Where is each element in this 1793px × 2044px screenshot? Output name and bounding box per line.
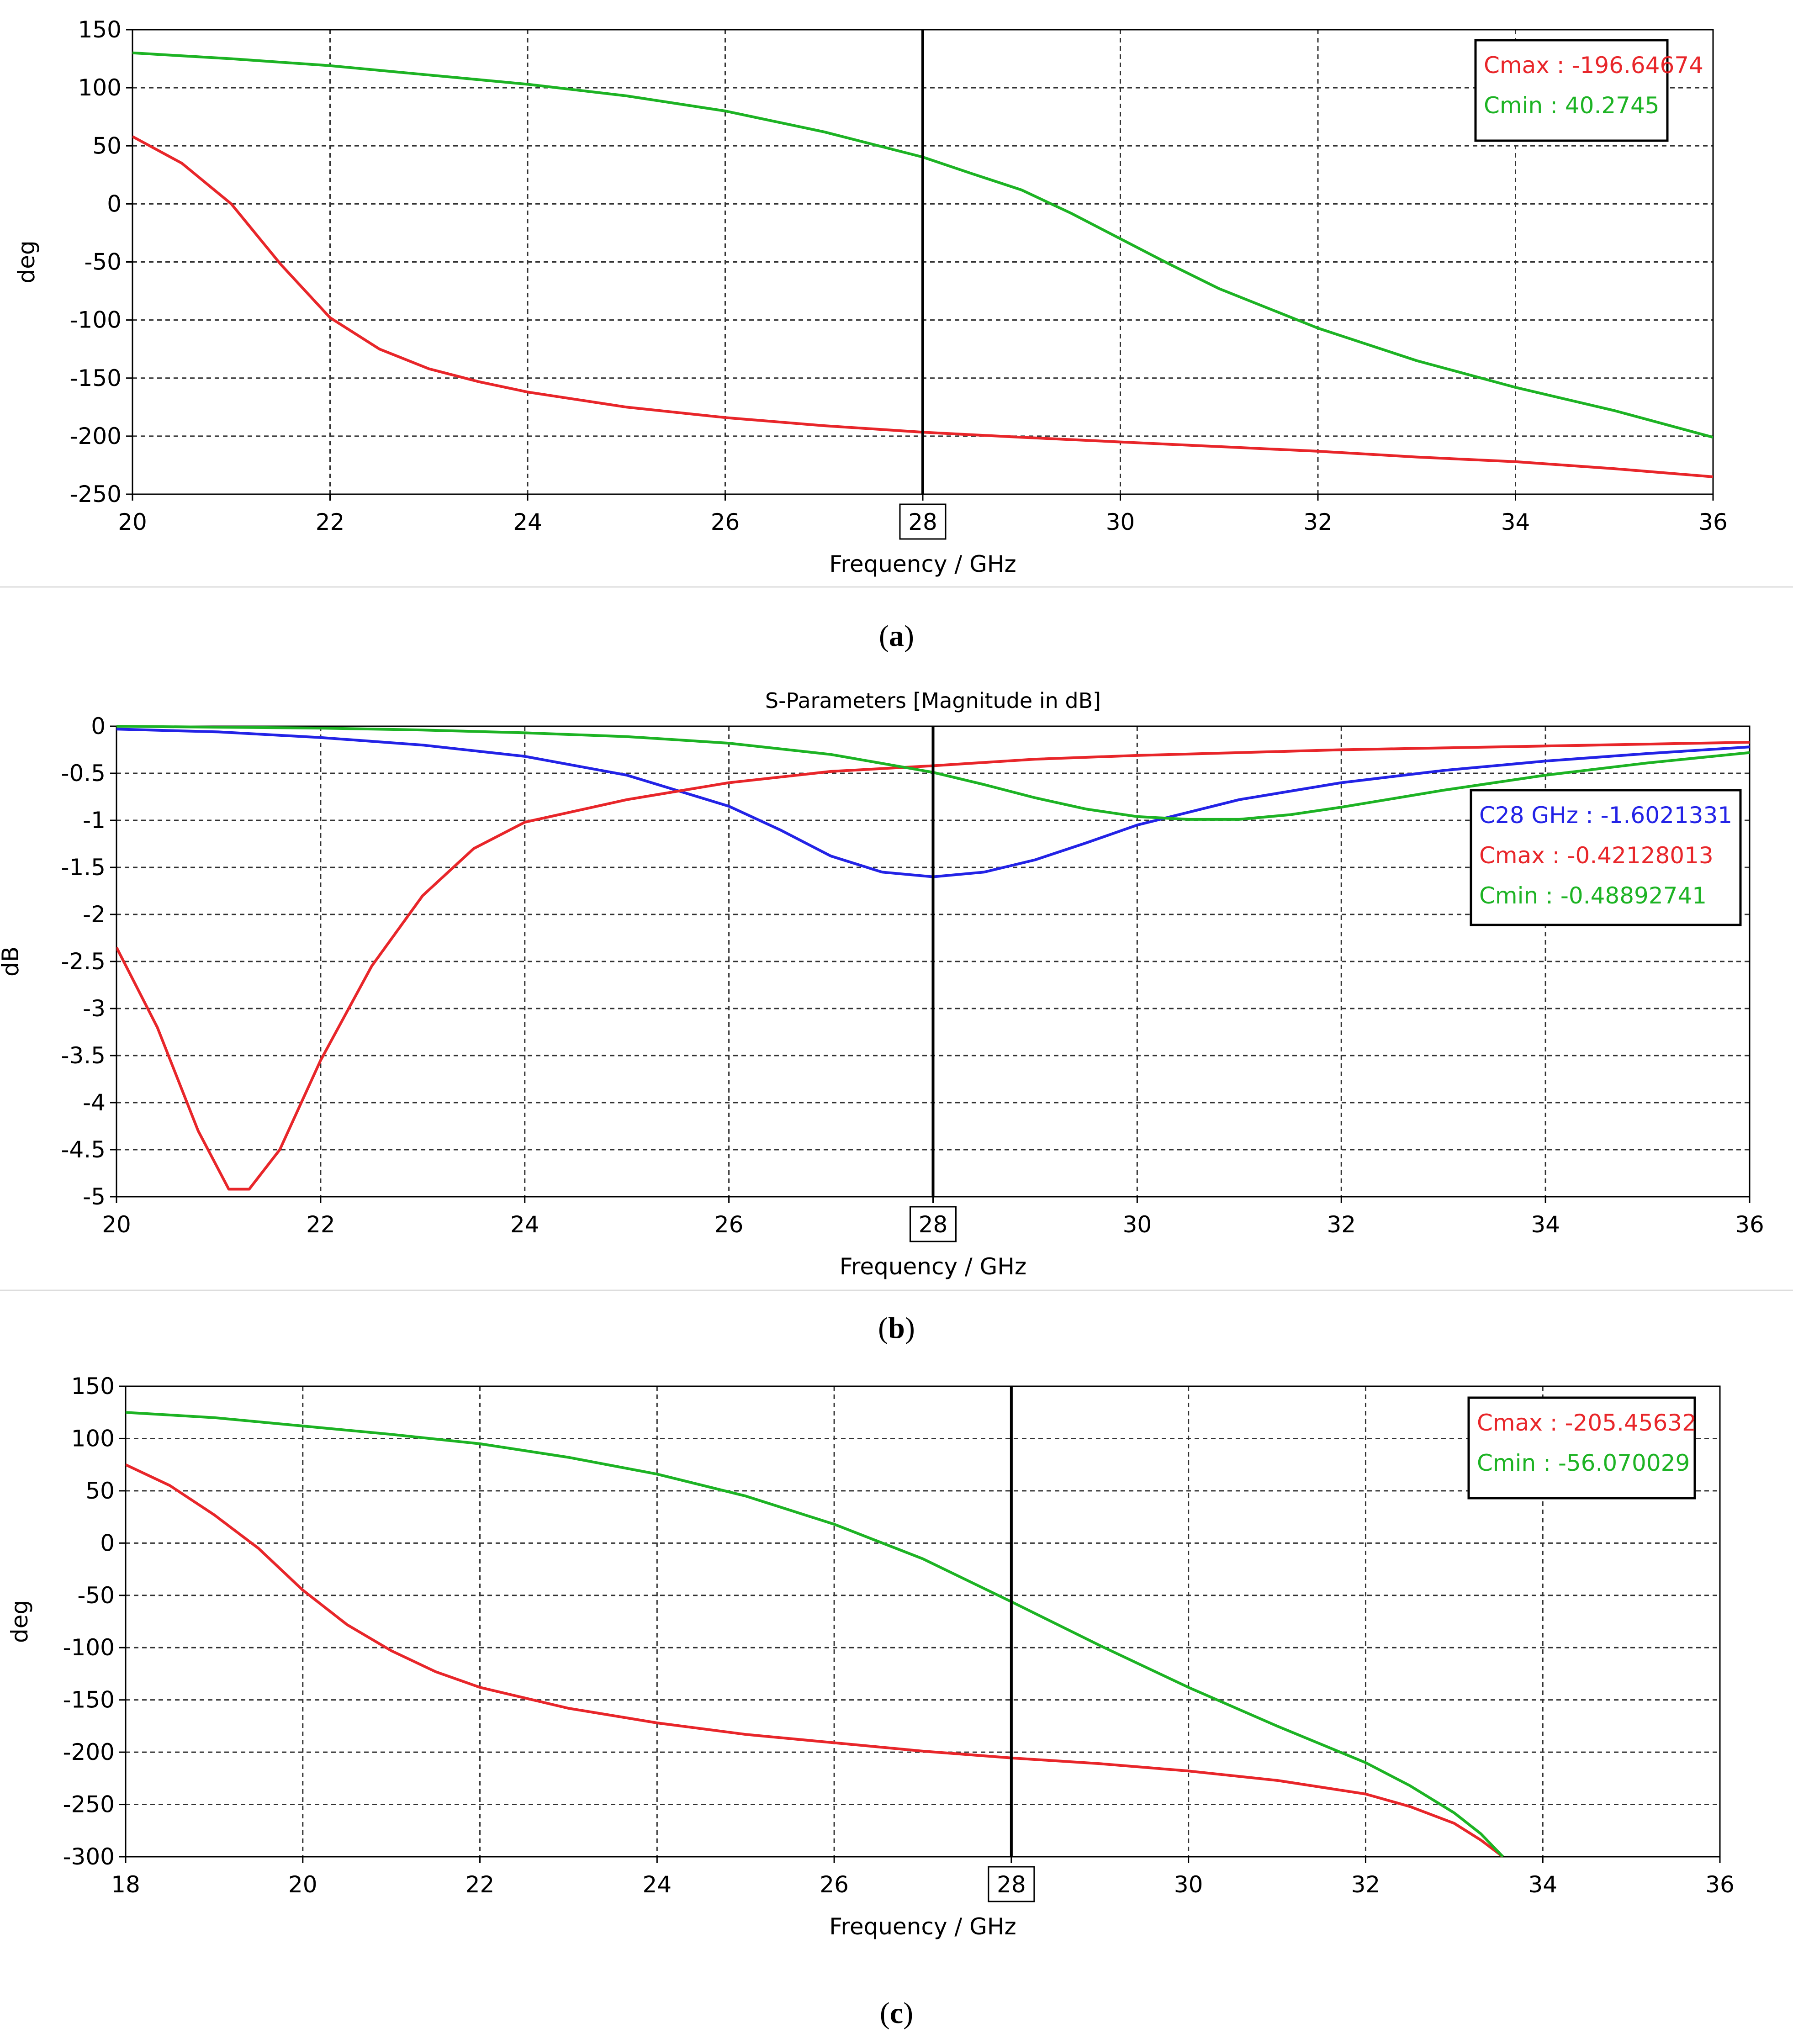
y-tick-label: -3.5 (61, 1042, 106, 1069)
y-tick-label: -50 (77, 1582, 115, 1609)
series-line-cmin (132, 51, 1713, 439)
y-tick-label: -150 (70, 365, 122, 391)
y-tick-label: 50 (85, 1478, 115, 1504)
y-tick-label: 100 (71, 1425, 115, 1452)
x-axis-label: Frequency / GHz (829, 551, 1016, 577)
legend-box (1474, 39, 1669, 142)
x-tick-label: 20 (102, 1211, 131, 1238)
x-tick-label: 32 (1327, 1211, 1356, 1238)
series-line-cmin (126, 1411, 1504, 1858)
y-tick-label: 50 (92, 132, 122, 159)
x-tick-label: 30 (1106, 509, 1135, 535)
legend-entry: Cmin : -56.070029 (1477, 1450, 1690, 1476)
y-tick-label: 0 (107, 190, 122, 217)
x-tick-label: 22 (316, 509, 345, 535)
y-tick-label: -200 (63, 1739, 115, 1765)
plot-frame (125, 1385, 1721, 1858)
y-tick-label: -1 (83, 807, 106, 834)
caption-b: (b) (878, 1311, 915, 1345)
y-tick-label: -100 (63, 1634, 115, 1661)
y-tick-label: -3 (83, 995, 106, 1022)
x-tick-label: 26 (820, 1871, 849, 1898)
x-tick-label: 24 (510, 1211, 539, 1238)
marker-label-box (899, 503, 947, 540)
y-axis-label: dB (0, 946, 24, 977)
x-tick-label: 32 (1303, 509, 1333, 535)
y-tick-label: -4.5 (61, 1136, 106, 1163)
x-tick-label: 20 (118, 509, 147, 535)
y-axis-label: deg (6, 1600, 33, 1643)
caption-c: (c) (879, 1996, 914, 2030)
y-tick-label: -250 (70, 481, 122, 507)
chart-a: 20 22 24 26 30 32 34 36 150 100 50 0 -50 -100 -150 -200… (0, 16, 1793, 588)
y-tick-label: 100 (78, 74, 122, 101)
marker-label: 28 (919, 1211, 948, 1238)
series-line-cmax (126, 1463, 1504, 1858)
y-axis-label: deg (13, 240, 40, 283)
chart-title: S-Parameters [Magnitude in dB] (765, 688, 1101, 713)
y-tick-label: -5 (83, 1183, 106, 1210)
y-tick-label: -300 (63, 1843, 115, 1870)
series-line-cmax (132, 135, 1713, 478)
y-tick-label: -4 (83, 1089, 106, 1116)
legend-entry: Cmin : 40.2745 (1484, 92, 1660, 119)
y-tick-label: -200 (70, 423, 122, 449)
x-tick-label: 30 (1123, 1211, 1152, 1238)
series-line-cmax (116, 741, 1750, 1191)
x-tick-label: 34 (1501, 509, 1530, 535)
series-line-cmin (116, 725, 1750, 821)
marker-label: 28 (908, 509, 937, 535)
x-tick-label: 26 (714, 1211, 744, 1238)
x-tick-label: 20 (288, 1871, 317, 1898)
x-tick-label: 24 (643, 1871, 672, 1898)
x-tick-label: 34 (1528, 1871, 1557, 1898)
x-axis-label: Frequency / GHz (829, 1913, 1016, 1940)
chart-b: S-Parameters [Magnitude in dB] 20 22 24 26 30… (0, 688, 1793, 1291)
x-tick-label: 22 (306, 1211, 335, 1238)
legend-entry: Cmin : -0.48892741 (1479, 882, 1707, 909)
y-tick-label: 150 (78, 16, 122, 43)
y-tick-label: 0 (91, 713, 106, 739)
y-tick-label: -150 (63, 1687, 115, 1713)
y-tick-label: -1.5 (61, 854, 106, 881)
marker-label-box (988, 1866, 1035, 1902)
legend-entry: C28 GHz : -1.6021331 (1479, 802, 1732, 829)
y-tick-label: 0 (100, 1530, 115, 1556)
x-tick-label: 24 (513, 509, 542, 535)
y-tick-label: 150 (71, 1373, 115, 1400)
legend-box (1467, 1396, 1696, 1500)
x-tick-label: 36 (1705, 1871, 1735, 1898)
x-tick-label: 36 (1735, 1211, 1764, 1238)
x-tick-label: 18 (111, 1871, 140, 1898)
y-tick-label: -0.5 (61, 760, 106, 787)
legend-entry: Cmax : -196.64674 (1484, 52, 1703, 79)
legend-box (1470, 789, 1742, 926)
y-tick-label: -250 (63, 1791, 115, 1818)
caption-a: (a) (879, 619, 914, 653)
y-tick-label: -50 (84, 249, 122, 275)
x-tick-label: 32 (1351, 1871, 1380, 1898)
x-tick-label: 36 (1698, 509, 1728, 535)
x-tick-label: 22 (465, 1871, 495, 1898)
x-tick-label: 34 (1531, 1211, 1560, 1238)
x-tick-label: 26 (711, 509, 740, 535)
x-axis-label: Frequency / GHz (840, 1253, 1027, 1280)
legend-entry: Cmax : -0.42128013 (1479, 842, 1714, 869)
legend-entry: Cmax : -205.45632 (1477, 1410, 1697, 1436)
marker-label-box (910, 1206, 957, 1242)
x-tick-label: 30 (1174, 1871, 1203, 1898)
chart-c: 18 20 22 24 26 30 32 34 36 150 100 50 0 -50 -100 -150 -2… (6, 1373, 1735, 1940)
y-tick-label: -2.5 (61, 948, 106, 975)
y-tick-label: -100 (70, 307, 122, 333)
marker-label: 28 (997, 1871, 1026, 1898)
y-tick-label: -2 (83, 901, 106, 928)
